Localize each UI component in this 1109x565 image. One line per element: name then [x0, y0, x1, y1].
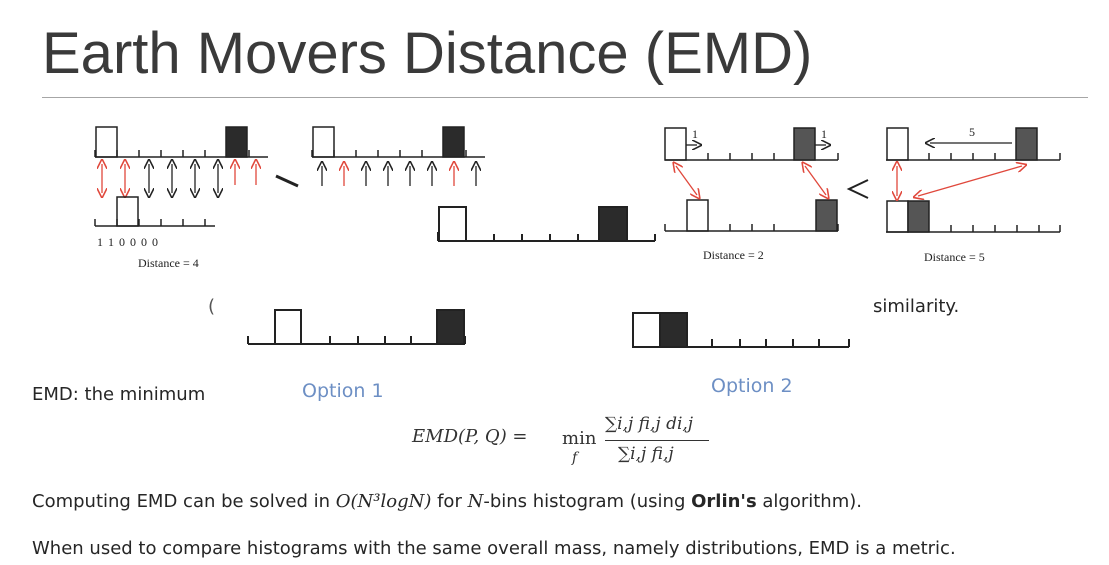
left-arrows	[102, 164, 256, 193]
leftmid-histogram	[311, 126, 485, 158]
complexity-line: Computing EMD can be solved in O(N³logN)…	[32, 490, 862, 514]
option1-histogram	[247, 309, 466, 345]
leftmid-arrows	[322, 166, 476, 186]
slide-title: Earth Movers Distance (EMD)	[42, 21, 813, 86]
formula-min-subscript: f	[572, 450, 578, 466]
formula-min: min	[562, 428, 597, 449]
option2-label: Option 2	[711, 375, 793, 397]
right-move-label: 5	[969, 125, 975, 139]
complexity-n: N	[467, 491, 484, 512]
complexity-prefix: Computing EMD can be solved in	[32, 491, 336, 512]
similarity-fragment: similarity.	[873, 296, 960, 317]
option1-label: Option 1	[302, 380, 384, 402]
complexity-expr: O(N³logN)	[335, 491, 432, 512]
formula-denominator: ∑i,j fi,j	[618, 444, 674, 464]
option2-histogram	[632, 312, 850, 348]
right-distance-label: Distance = 5	[924, 250, 985, 264]
left-distance-label: Distance = 4	[138, 256, 199, 270]
center-histogram	[437, 206, 656, 242]
complexity-suffix-a: -bins histogram (using	[483, 491, 692, 512]
rightmid-arrows	[676, 145, 826, 195]
mid-move-label-left: 1	[692, 127, 698, 141]
paren-fragment: (	[208, 296, 216, 317]
less-than-fragment	[275, 174, 299, 188]
left-bottom-histogram	[94, 196, 215, 227]
metric-line: When used to compare histograms with the…	[32, 538, 956, 559]
complexity-suffix-b: algorithm).	[756, 491, 862, 512]
title-divider	[42, 97, 1088, 98]
mid-move-label-right: 1	[821, 127, 827, 141]
complexity-mid: for	[431, 491, 468, 512]
formula-numerator: ∑i,j fi,j di,j	[605, 414, 694, 434]
emd-definition-fragment: EMD: the minimum	[32, 384, 206, 405]
formula-lhs: EMD(P, Q) =	[412, 426, 528, 447]
orlin-bold: Orlin's	[691, 491, 757, 512]
formula-fraction-bar	[605, 440, 709, 441]
right-arrows	[897, 143, 1022, 196]
rightmid-histogram	[664, 127, 839, 232]
less-than-symbol	[846, 179, 869, 199]
left-digits-label: 1 1 0 0 0 0	[97, 235, 159, 249]
mid-distance-label: Distance = 2	[703, 248, 764, 262]
left-top-histogram	[94, 126, 268, 158]
